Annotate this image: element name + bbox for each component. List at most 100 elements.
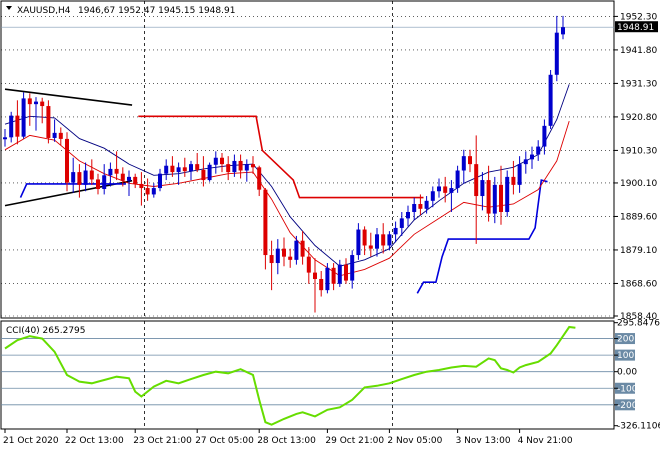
collapse-triangle-icon[interactable] [6,6,12,10]
candle [275,239,280,275]
price-tick-label: 1931.30 [620,79,657,89]
candle [387,231,392,251]
cci-panel-frame [0,320,615,430]
candle [170,156,175,177]
candle-body [536,146,541,155]
price-panel-frame [0,0,615,319]
candle-body [145,188,150,195]
candle [505,170,510,217]
candle [176,162,181,185]
price-panel[interactable]: XAUUSD,H4 1946,67 1952.47 1945.15 1948.9… [0,0,615,319]
candle [554,15,559,82]
candle [207,162,212,182]
candle-body [164,165,169,174]
current-price-badge: 1948.91 [615,21,658,33]
candle-body [387,234,392,246]
candle-body [288,256,293,260]
cci-panel[interactable]: CCI(40) 265.2795 [0,320,615,430]
time-tick-label: 3 Nov 13:00 [456,436,511,446]
candle-body [40,101,45,107]
candle [375,227,379,257]
candle-body [468,156,472,165]
time-tick-label: 27 Oct 05:00 [195,436,254,446]
candle-body [461,156,466,171]
candle-body [3,137,7,140]
stop-line-red [138,115,424,199]
candle [424,196,429,214]
candle [480,172,485,211]
candle [548,70,553,130]
price-tick-label: 1889.60 [620,212,657,222]
candle [368,232,373,257]
candle-body [176,167,181,173]
candle-body [313,272,317,279]
cci-tick-label: -200 [617,401,638,411]
candle-body [232,160,237,173]
candle [337,259,342,287]
candle [530,146,534,169]
cci-indicator-label: CCI(40) 265.2795 [6,326,86,336]
candle-body [226,164,231,173]
candle [102,164,107,195]
cci-axis: 295.8476 200 100 0.00 -100 -200 -326.1106 [614,319,660,432]
candle-body [449,188,454,193]
candle [238,154,243,179]
cci-tick-label: 200 [617,335,634,345]
stop-levels [19,115,548,294]
candle-body [350,255,355,281]
candle [220,152,224,173]
candle [300,231,305,265]
candle-body [554,32,559,75]
candle-body [120,173,125,181]
trendline[interactable] [4,88,133,106]
candle [381,223,386,254]
candle-body [34,101,38,105]
candle [443,176,448,203]
price-axis: 1952.30 1941.80 1931.30 1920.80 1910.30 1900.… [614,12,657,322]
price-gridlines [1,16,614,317]
candle [344,258,348,284]
candle [77,164,82,198]
candle [325,263,330,294]
candle-body [393,227,398,235]
trendlines[interactable] [4,88,133,207]
time-tick-label: 28 Oct 13:00 [257,436,316,446]
candle-body [362,229,367,246]
candle [151,183,156,198]
candle-body [542,125,547,147]
candle [306,247,311,284]
candle [189,160,193,181]
candle [232,154,237,177]
candle [52,119,57,142]
candle [158,168,162,192]
candle [437,178,441,198]
candle-body [170,165,175,173]
candle [182,157,187,177]
price-tick-label: 1879.10 [620,246,657,256]
candle-body [238,160,243,171]
candle [412,197,417,220]
candle [213,151,218,174]
candle [89,159,94,185]
candle [96,173,100,195]
candle [195,152,200,173]
candle-body [443,186,448,193]
candle-body [189,164,193,172]
candle [139,172,144,206]
candle-body [505,176,510,212]
candle-body [356,229,361,256]
candle-body [77,172,82,185]
candle-body [269,255,274,264]
candle-body [27,98,32,105]
price-tick-label: 1910.30 [620,146,657,156]
candle [120,167,125,187]
candlesticks [3,15,565,313]
trendline[interactable] [4,179,133,207]
candle-body [102,175,107,190]
candle-body [306,256,311,273]
candle-body [263,189,268,256]
candle-body [46,106,51,138]
candle-body [399,218,404,228]
candle-body [548,74,553,126]
